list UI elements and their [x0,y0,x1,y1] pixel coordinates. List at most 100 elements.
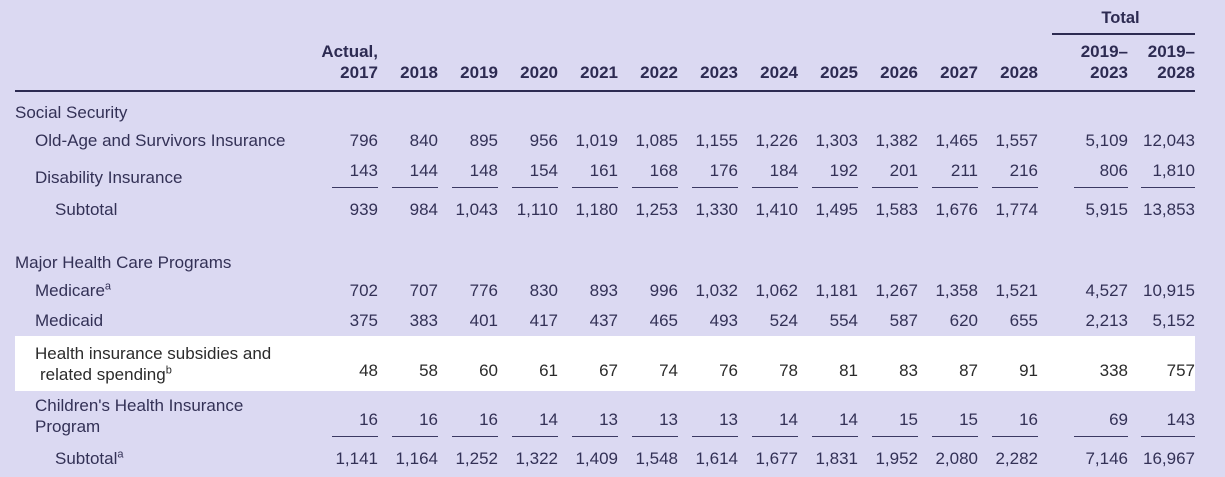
total-value-cell: 806 [1052,156,1128,193]
cell-value: 83 [899,361,918,380]
table-row: Old-Age and Survivors Insurance 796 840 895… [15,126,1195,156]
cell-value: 48 [359,361,378,380]
cell-value: 1,226 [755,131,798,150]
cell-value: 1,110 [516,200,558,219]
value-cell: 78 [738,336,798,391]
cell-value: 1,495 [815,200,858,219]
cell-value: 143 [332,160,378,188]
total-range-start: 2019– [1147,42,1196,61]
gap-cell [1038,442,1052,477]
cell-value: 5,152 [1152,311,1196,330]
total-value-cell: 757 [1128,336,1196,391]
row-label-text: Subtotal [55,449,118,468]
cell-value: 74 [659,361,678,380]
total-value-cell: 143 [1128,391,1196,442]
value-cell: 1,382 [858,126,918,156]
cell-value: 1,253 [635,200,678,219]
spacer-cell [15,228,1195,242]
cell-value: 1,382 [875,131,918,150]
cell-value: 211 [932,160,978,188]
cell-value: 143 [1141,409,1196,437]
value-cell: 1,322 [498,442,558,477]
cell-value: 707 [409,281,438,300]
cell-value: 14 [752,409,798,437]
row-label-text: Medicare [35,281,105,300]
value-cell: 61 [498,336,558,391]
value-cell: 211 [918,156,978,193]
row-label: Subtotala [15,442,313,477]
cell-value: 1,141 [335,449,378,468]
cell-value: 78 [779,361,798,380]
gap-cell [1038,6,1052,34]
value-cell: 14 [738,391,798,442]
footnote-marker: a [104,280,112,293]
cell-value: 1,358 [935,281,978,300]
cell-value: 1,043 [455,200,498,219]
value-cell: 15 [858,391,918,442]
value-cell: 201 [858,156,918,193]
total-range-end: 2023 [1052,62,1128,92]
year-header: 2021 [558,62,618,92]
footnote-marker: b [165,364,172,377]
value-cell: 14 [498,391,558,442]
empty-header-cell [378,34,438,62]
empty-header-cell [798,34,858,62]
value-cell: 144 [378,156,438,193]
table-row: Subtotala 1,141 1,164 1,252 1,322 1,409 1,548 1… [15,442,1195,477]
cell-value: 437 [589,311,618,330]
cell-value: 1,465 [935,131,978,150]
empty-header-cell [738,34,798,62]
value-cell: 939 [313,193,378,228]
value-cell: 192 [798,156,858,193]
cell-value: 14 [812,409,858,437]
value-cell: 81 [798,336,858,391]
value-cell: 1,141 [313,442,378,477]
row-label-text: related spending [40,365,166,384]
year-header: 2018 [378,62,438,92]
cell-value: 493 [709,311,738,330]
value-cell: 1,043 [438,193,498,228]
cell-value: 1,810 [1141,160,1196,188]
total-value-cell: 13,853 [1128,193,1195,228]
value-cell: 1,253 [618,193,678,228]
empty-header-cell [918,34,978,62]
empty-header-cell [15,34,313,62]
value-cell: 143 [313,156,378,193]
cell-value: 16 [452,409,498,437]
cell-value: 524 [769,311,798,330]
gap-cell [1038,62,1052,92]
gap-cell [1038,391,1052,442]
row-label-text: Disability Insurance [35,168,183,187]
empty-header-cell [858,34,918,62]
cell-value: 5,915 [1085,200,1128,219]
actual-header-row: Actual, 2019– 2019– [15,34,1195,62]
year-header: 2019 [438,62,498,92]
value-cell: 1,085 [618,126,678,156]
value-cell: 1,774 [978,193,1038,228]
gap-cell [1038,193,1052,228]
cell-value: 16 [332,409,378,437]
empty-header-cell [15,6,313,34]
total-value-cell: 7,146 [1052,442,1128,477]
value-cell: 1,358 [918,276,978,306]
cell-value: 1,322 [515,449,558,468]
year-header: 2020 [498,62,558,92]
cell-value: 1,676 [935,200,978,219]
cell-value: 587 [889,311,918,330]
value-cell: 74 [618,336,678,391]
empty-header-cell [313,6,1038,34]
value-cell: 1,062 [738,276,798,306]
cell-value: 401 [469,311,498,330]
cell-value: 69 [1074,409,1128,437]
total-value-cell: 69 [1052,391,1128,442]
value-cell: 702 [313,276,378,306]
row-label-text: Subtotal [55,200,118,219]
value-cell: 620 [918,306,978,336]
cell-value: 1,409 [575,449,618,468]
section-title-row: Major Health Care Programs [15,242,1195,276]
year-header: 2023 [678,62,738,92]
cell-value: 956 [529,131,558,150]
gap-cell [1038,156,1052,193]
cell-value: 1,521 [995,281,1038,300]
